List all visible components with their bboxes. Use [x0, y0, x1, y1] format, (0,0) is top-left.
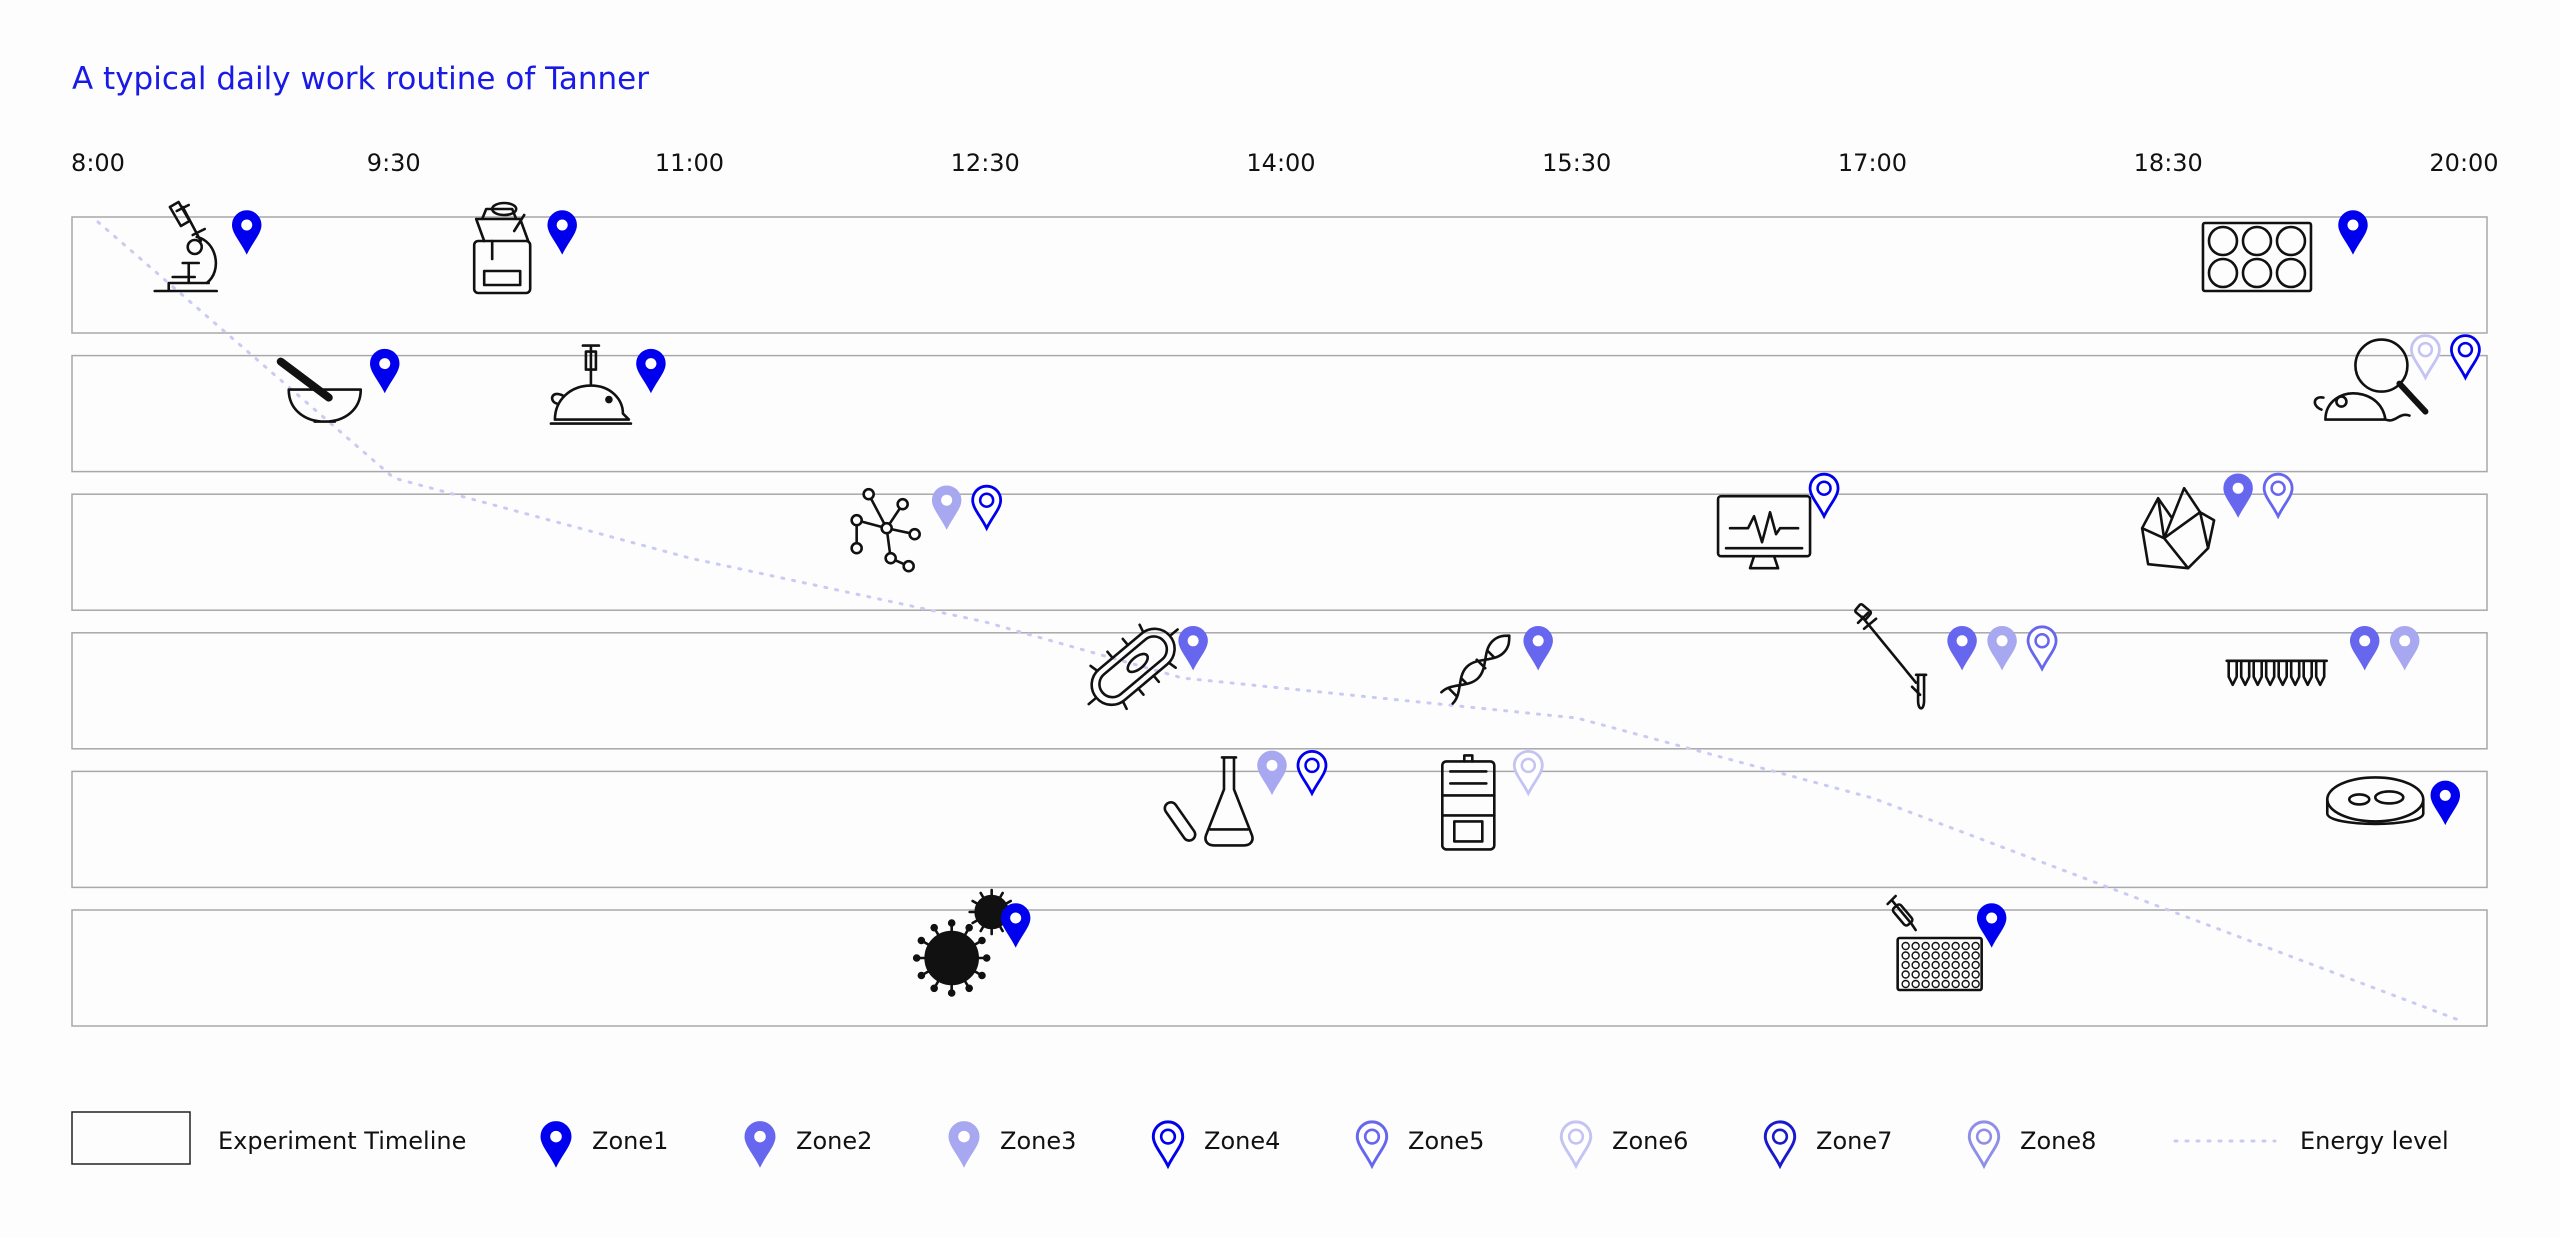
zone5-marker: [2262, 472, 2294, 520]
experiment-lanes: [71, 216, 2488, 1027]
x-tick-label: 9:30: [367, 149, 421, 177]
zone6-marker: [1512, 750, 1544, 797]
chart-title: A typical daily work routine of Tanner: [72, 61, 649, 97]
incubator-icon: [1441, 754, 1496, 851]
zone2-marker: [2349, 626, 2380, 671]
legend-zones: Zone1 Zone2 Zone3 Zone4 Zone5 Zone6 Zone7 Zone8: [540, 1120, 2096, 1170]
legend-zone4-label: Zone4: [1204, 1127, 1280, 1155]
zone1-marker: [636, 348, 666, 394]
x-axis-ticks: 8:00 9:30 11:00 12:30 14:00 15:30 17:00 18:30 20…: [71, 149, 2499, 177]
virus-icon: [912, 888, 1015, 997]
legend-zone2-label: Zone2: [796, 1127, 872, 1155]
legend-timeline-label: Experiment Timeline: [218, 1127, 466, 1155]
zone2-marker: [1947, 626, 1977, 671]
lane-3: [71, 493, 2488, 611]
activity-icons: [153, 200, 2429, 997]
legend-zone8-label: Zone8: [2020, 1127, 2096, 1155]
zone3-marker: [948, 1121, 980, 1168]
zone5-marker: [1355, 1120, 1389, 1170]
zone3-marker: [1257, 750, 1287, 796]
zone8-marker: [1967, 1120, 2001, 1170]
microscope-icon: [153, 200, 219, 293]
x-tick-label: 14:00: [1246, 149, 1315, 177]
zone2-marker: [744, 1121, 776, 1168]
zone3-marker: [931, 485, 962, 530]
lane-4: [71, 632, 2488, 750]
lane-6: [71, 909, 2488, 1027]
zone4-marker: [2450, 334, 2481, 381]
zone4-marker: [1808, 472, 1840, 520]
zone6-marker: [2410, 334, 2441, 381]
x-tick-label: 12:30: [951, 149, 1020, 177]
x-tick-label: 20:00: [2429, 149, 2498, 177]
zone1-marker: [1976, 903, 2007, 948]
zone5-marker: [2026, 625, 2058, 672]
zone1-marker: [2430, 780, 2461, 826]
energy-level-line: [96, 220, 2466, 1024]
crystals-icon: [2140, 486, 2216, 570]
x-tick-label: 8:00: [71, 149, 125, 177]
x-tick-label: 18:30: [2134, 149, 2203, 177]
lane-2: [71, 354, 2488, 473]
pipette-tube-icon: [1854, 602, 1928, 710]
molecule-icon: [850, 487, 921, 573]
legend-zone6-label: Zone6: [1612, 1127, 1688, 1155]
legend-timeline-swatch: [71, 1111, 191, 1165]
zone2-marker: [1178, 626, 1208, 671]
zone4-marker: [1151, 1120, 1185, 1170]
lane-5: [71, 770, 2488, 889]
dropper-plate-icon: [1886, 894, 1983, 992]
dna-icon: [1440, 634, 1511, 705]
legend: Experiment Timeline Zone1 Zone2 Zone3 Zone4…: [71, 1111, 2449, 1170]
zone1-marker: [547, 210, 577, 255]
zone2-marker: [1523, 626, 1553, 671]
flask-tube-icon: [1163, 756, 1254, 847]
zone3-marker: [2389, 626, 2420, 671]
legend-zone3-label: Zone3: [1000, 1127, 1076, 1155]
blender-icon: [472, 201, 532, 295]
legend-zone1-label: Zone1: [592, 1127, 668, 1155]
zone4-marker: [1296, 750, 1328, 797]
zone1-marker: [1000, 903, 1031, 948]
legend-energy-label: Energy level: [2300, 1127, 2449, 1155]
zone1-marker: [369, 348, 400, 394]
bacterium-icon: [1087, 623, 1179, 711]
zone1-marker: [2338, 210, 2368, 255]
monitor-ecg-icon: [1716, 494, 1812, 570]
lane-1: [71, 216, 2488, 334]
zone3-marker: [1987, 626, 2017, 671]
petri-dish-icon: [2325, 776, 2425, 826]
zone7-marker: [1763, 1120, 1797, 1170]
mortar-pestle-icon: [276, 357, 363, 423]
zone4-marker: [971, 484, 1003, 532]
x-tick-label: 15:30: [1542, 149, 1611, 177]
zone-markers: [231, 210, 2481, 948]
zone2-marker: [2223, 473, 2253, 518]
mouse-injection-icon: [549, 344, 633, 425]
x-tick-label: 11:00: [655, 149, 724, 177]
zone1-marker: [231, 210, 262, 255]
legend-zone7-label: Zone7: [1816, 1127, 1892, 1155]
legend-zone5-label: Zone5: [1408, 1127, 1484, 1155]
zone6-marker: [1559, 1120, 1593, 1170]
mouse-magnifier-icon: [2313, 338, 2429, 422]
x-tick-label: 17:00: [1838, 149, 1907, 177]
tube-strip-icon: [2225, 659, 2328, 687]
zone1-marker: [540, 1121, 572, 1168]
well-plate-icon: [2201, 221, 2313, 293]
